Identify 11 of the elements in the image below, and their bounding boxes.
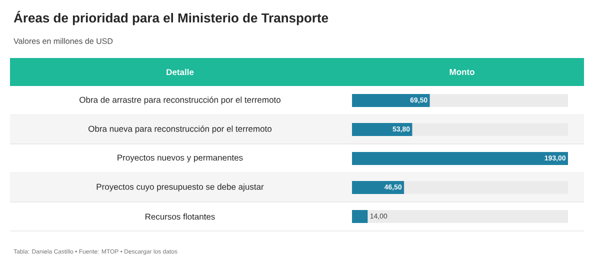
text: Valores en millones de USD <box>14 38 113 44</box>
y-tick-label: Proyectos nuevos y permanentes <box>118 154 243 162</box>
text: Detalle <box>166 68 194 76</box>
y-tick-label: Obra de arrastre para reconstrucción por el terremoto <box>80 96 280 105</box>
y-tick-label: Recursos flotantes <box>145 213 215 220</box>
bar <box>352 181 404 194</box>
bar <box>352 210 368 223</box>
y-tick-label: Proyectos cuyo presupuesto se debe ajustar <box>96 184 264 192</box>
text: Áreas de prioridad para el Ministerio de Transporte <box>14 10 328 26</box>
text: Monto <box>450 69 474 75</box>
y-tick-label: Obra nueva para reconstrucción por el terremoto <box>88 125 272 134</box>
